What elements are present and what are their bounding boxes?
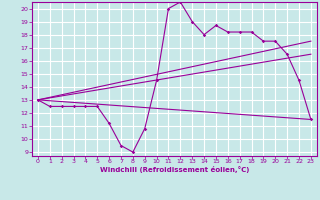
X-axis label: Windchill (Refroidissement éolien,°C): Windchill (Refroidissement éolien,°C) [100,166,249,173]
